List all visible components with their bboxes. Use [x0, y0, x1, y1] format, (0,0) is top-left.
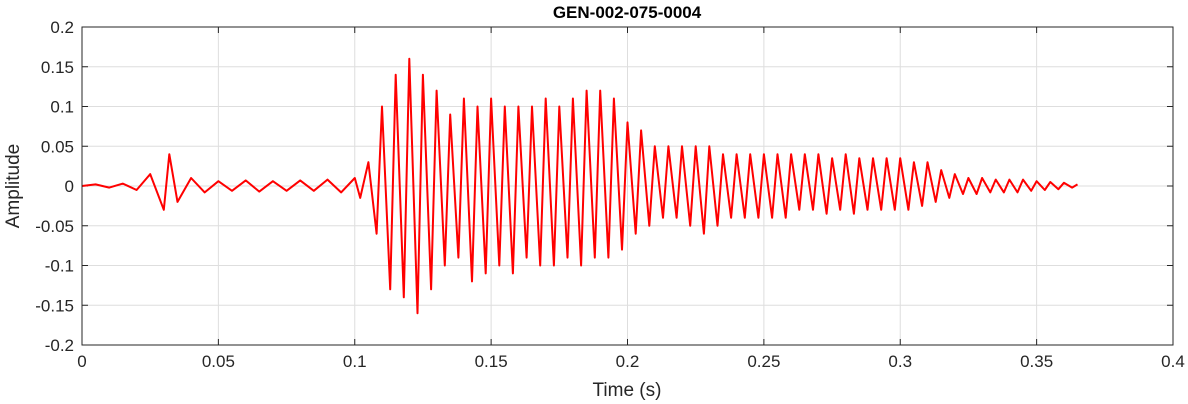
x-tick-label: 0.15: [475, 352, 508, 371]
x-tick-label: 0.05: [202, 352, 235, 371]
x-tick-label: 0.25: [747, 352, 780, 371]
y-tick-label: -0.15: [35, 296, 74, 315]
y-tick-label: 0.2: [50, 18, 74, 37]
y-axis-label: Amplitude: [3, 144, 24, 229]
plot-frame: [81, 26, 1174, 346]
x-tick-label: 0.2: [616, 352, 640, 371]
y-tick-label: 0: [65, 177, 74, 196]
y-tick-label: 0.1: [50, 98, 74, 117]
chart-title: GEN-002-075-0004: [553, 3, 702, 22]
y-tick-label: -0.1: [45, 257, 74, 276]
y-axis-ticks: -0.2 -0.15 -0.1 -0.05 0 0.05 0.1 0.15 0.2: [35, 18, 1173, 355]
y-tick-label: 0.15: [41, 58, 74, 77]
x-tick-label: 0.1: [343, 352, 367, 371]
series: [81, 57, 1079, 315]
series-line: [81, 57, 1079, 315]
x-tick-label: 0.35: [1020, 352, 1053, 371]
x-axis-label: Time (s): [593, 380, 662, 401]
y-tick-label: -0.2: [45, 336, 74, 355]
y-tick-label: -0.05: [35, 217, 74, 236]
y-tick-label: 0.05: [41, 137, 74, 156]
x-tick-label: 0: [77, 352, 86, 371]
x-tick-label: 0.3: [888, 352, 912, 371]
x-tick-label: 0.4: [1161, 352, 1185, 371]
grid: [81, 26, 1174, 346]
x-axis-ticks: 0 0.05 0.1 0.15 0.2 0.25 0.3 0.35 0.4: [77, 27, 1185, 371]
